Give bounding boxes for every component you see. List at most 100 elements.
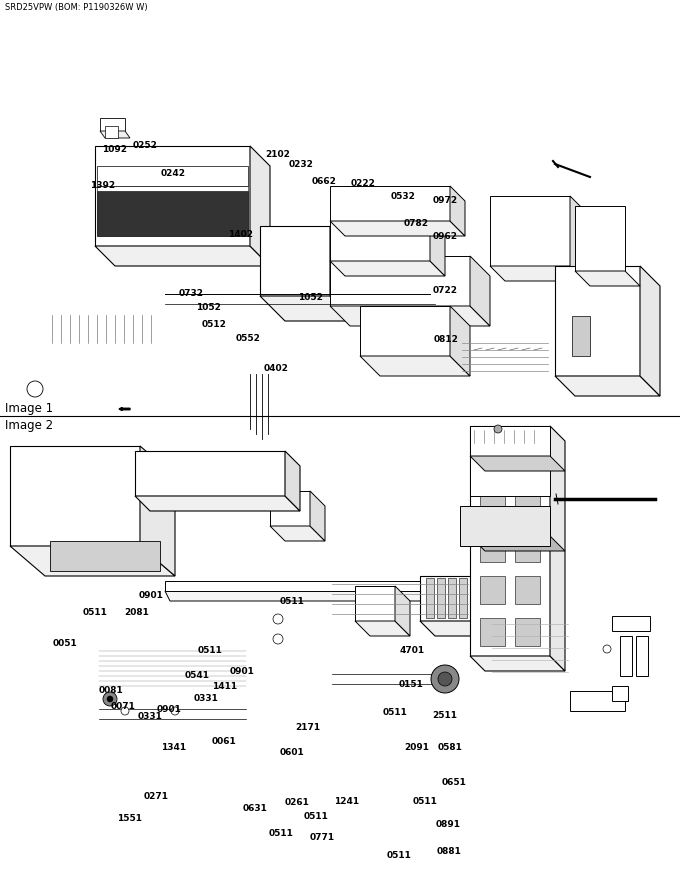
Text: 1092: 1092 [102,144,127,153]
Circle shape [603,645,611,653]
Circle shape [121,707,129,715]
Polygon shape [490,197,570,267]
Polygon shape [360,356,470,377]
Polygon shape [97,187,248,191]
Polygon shape [135,496,300,511]
Polygon shape [430,222,445,276]
Polygon shape [420,577,520,621]
Text: 0532: 0532 [391,191,416,200]
Polygon shape [481,579,489,618]
Text: 0252: 0252 [133,141,158,150]
Text: 0601: 0601 [279,747,304,756]
Polygon shape [330,261,445,276]
Text: 0331: 0331 [137,711,163,720]
Polygon shape [470,456,565,471]
Polygon shape [480,577,505,604]
Text: 0732: 0732 [179,289,204,298]
Text: 0511: 0511 [304,811,329,820]
Polygon shape [448,579,456,618]
Polygon shape [515,618,540,646]
Text: 0511: 0511 [279,596,305,605]
Polygon shape [250,147,270,267]
Polygon shape [330,187,450,222]
Polygon shape [492,579,500,618]
Circle shape [273,614,283,625]
Polygon shape [100,119,125,132]
Text: 2171: 2171 [295,722,320,731]
Text: 0541: 0541 [184,671,209,680]
Polygon shape [140,447,175,577]
Polygon shape [620,636,632,676]
Polygon shape [50,541,160,571]
Polygon shape [97,191,248,237]
Polygon shape [480,618,505,646]
Circle shape [107,696,113,703]
Text: 0901: 0901 [230,666,255,675]
Text: 0232: 0232 [289,159,314,168]
Circle shape [438,672,452,687]
Text: 1551: 1551 [117,813,142,822]
Text: 0631: 0631 [243,804,268,812]
Text: 0081: 0081 [99,685,123,694]
Polygon shape [355,621,410,636]
Text: 0722: 0722 [432,286,458,295]
Polygon shape [450,187,465,237]
Text: 0662: 0662 [312,177,337,186]
Polygon shape [135,452,285,496]
Polygon shape [572,316,590,356]
Text: 0881: 0881 [437,846,462,855]
Polygon shape [100,132,130,139]
Polygon shape [330,307,490,327]
Polygon shape [570,691,625,711]
Polygon shape [330,227,355,322]
Text: 0271: 0271 [143,791,169,800]
Polygon shape [480,534,505,563]
Text: 0581: 0581 [437,742,462,751]
Text: 0512: 0512 [201,320,226,329]
Text: 0511: 0511 [198,645,223,654]
Text: 0651: 0651 [442,777,467,786]
Text: 0962: 0962 [432,232,458,241]
Circle shape [171,707,179,715]
Text: 0972: 0972 [432,196,458,205]
Text: 0901: 0901 [139,590,164,599]
Text: 0782: 0782 [404,219,429,228]
Polygon shape [640,267,660,397]
Polygon shape [330,257,470,307]
Text: 1411: 1411 [212,681,237,690]
Circle shape [494,425,502,433]
Polygon shape [95,147,250,246]
Text: 0222: 0222 [351,179,376,188]
Text: 2091: 2091 [404,742,429,751]
Polygon shape [636,636,648,676]
Text: 0242: 0242 [160,169,186,178]
Polygon shape [360,307,450,356]
Text: 0511: 0511 [83,607,108,616]
Circle shape [431,665,459,693]
Polygon shape [459,579,467,618]
Polygon shape [570,197,585,282]
Polygon shape [480,450,505,478]
Polygon shape [450,307,470,377]
Text: 0061: 0061 [211,736,236,745]
Polygon shape [330,222,430,261]
Polygon shape [395,587,410,636]
Polygon shape [460,507,550,547]
Text: 0051: 0051 [52,639,77,648]
Polygon shape [105,127,118,139]
Circle shape [103,692,117,706]
Polygon shape [520,577,535,636]
Text: 1052: 1052 [196,303,221,312]
Polygon shape [515,577,540,604]
Polygon shape [426,579,434,618]
Text: 0071: 0071 [111,702,136,711]
Polygon shape [10,447,140,547]
Text: 0261: 0261 [284,797,309,806]
Polygon shape [95,246,270,267]
Text: 0511: 0511 [386,851,411,859]
Text: 1341: 1341 [161,742,186,751]
Text: 0331: 0331 [194,693,219,702]
Text: 0511: 0511 [383,707,408,716]
Text: 1241: 1241 [334,797,359,805]
Polygon shape [470,257,490,327]
